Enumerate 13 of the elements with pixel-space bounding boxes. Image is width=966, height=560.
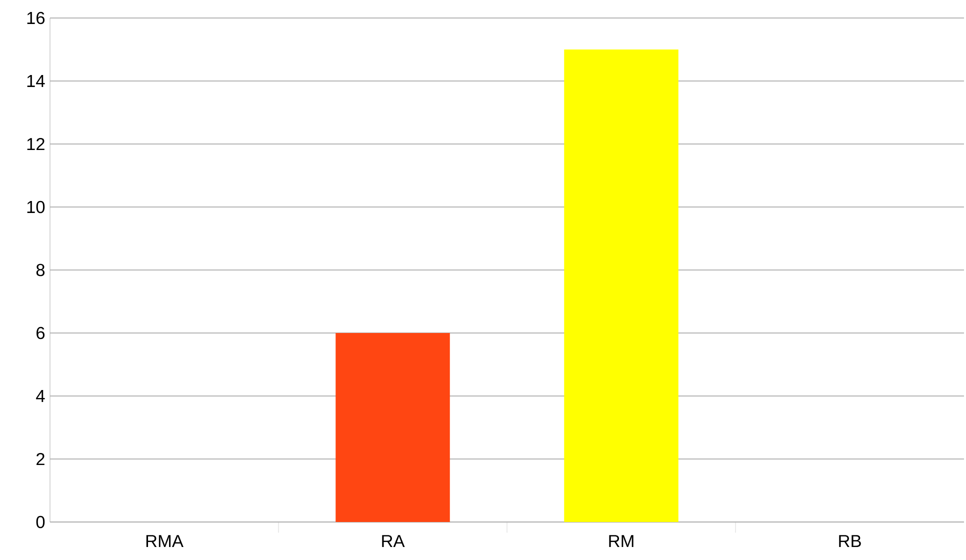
y-tick-label: 6 xyxy=(36,326,45,340)
y-tick-label: 0 xyxy=(36,516,45,528)
y-tick-label: 16 xyxy=(27,12,45,24)
x-tick-label: RM xyxy=(609,535,634,547)
y-tick-label: 12 xyxy=(27,138,44,150)
x-tick-label: RMA xyxy=(146,535,184,547)
y-tick-label: 2 xyxy=(36,452,44,466)
y-tick-label: 4 xyxy=(36,390,45,402)
y-tick-label: 10 xyxy=(27,200,45,214)
y-tick-label: 8 xyxy=(36,264,45,276)
y-tick-label: 14 xyxy=(27,75,45,87)
x-tick-label: RA xyxy=(382,535,405,547)
x-tick-label: RB xyxy=(839,535,861,547)
